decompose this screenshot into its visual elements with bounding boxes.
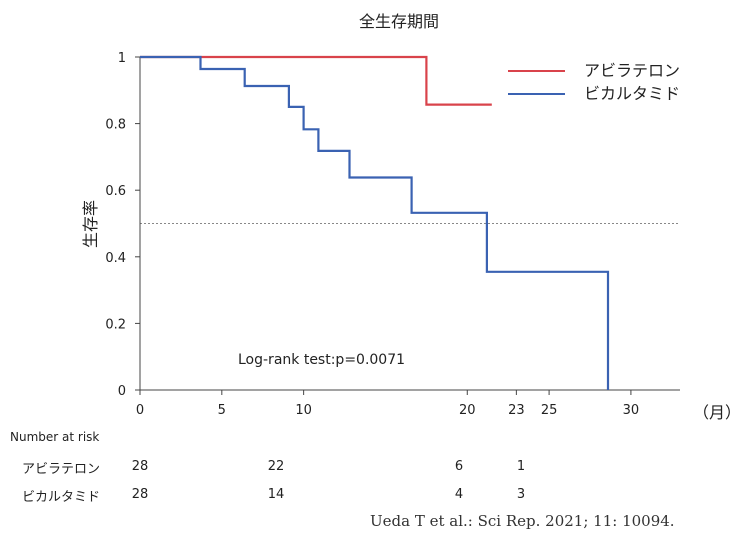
series-lines (140, 55, 610, 390)
legend-label-abiraterone: アビラテロン (584, 61, 680, 80)
risk-row-bicalutamide-value: 14 (267, 487, 285, 502)
risk-row-bicalutamide-value: 28 (131, 487, 149, 502)
y-tick-label: 0.4 (105, 251, 126, 266)
y-tick-label: 0.8 (105, 118, 126, 133)
risk-row-label-bicalutamide: ビカルタミド (22, 490, 101, 505)
series-line-abiraterone (140, 55, 492, 106)
y-tick-label: 1 (118, 51, 126, 66)
axes (139, 57, 680, 391)
y-tick-label: 0.6 (105, 184, 126, 199)
risk-row-abiraterone-value: 1 (516, 459, 526, 474)
x-tick-label: 20 (459, 403, 476, 418)
chart-title: 全生存期間 (359, 12, 439, 31)
risk-table-header: Number at risk (10, 430, 100, 444)
x-tick-label: 25 (541, 403, 558, 418)
citation-caption: Ueda T et al.: Sci Rep. 2021; 11: 10094. (370, 512, 675, 530)
y-tick-label: 0 (118, 384, 126, 399)
y-tick-label: 0.2 (105, 317, 126, 332)
risk-row-bicalutamide-value: 4 (454, 487, 464, 502)
x-tick-label: 10 (295, 403, 312, 418)
x-tick-label: 0 (136, 403, 144, 418)
risk-row-bicalutamide-value: 3 (516, 487, 526, 502)
legend-label-bicalutamide: ビカルタミド (584, 84, 680, 103)
risk-row-abiraterone-value: 6 (454, 459, 464, 474)
x-tick-label: 5 (218, 403, 226, 418)
risk-row-abiraterone-value: 22 (267, 459, 285, 474)
x-tick-label: 30 (623, 403, 640, 418)
tick-labels: 00.20.40.60.810 5 10 20 23 25 30 (105, 51, 639, 418)
log-rank-annotation: Log-rank test:p=0.0071 (238, 352, 405, 368)
x-tick-label: 23 (508, 403, 525, 418)
x-axis-unit-label: （月） (693, 403, 738, 422)
y-axis-label: 生存率 (81, 200, 100, 248)
series-line-bicalutamide (140, 55, 610, 390)
risk-row-abiraterone-value: 28 (131, 459, 149, 474)
legend: アビラテロン ビカルタミド (508, 61, 680, 103)
risk-row-label-abiraterone: アビラテロン (22, 462, 101, 477)
